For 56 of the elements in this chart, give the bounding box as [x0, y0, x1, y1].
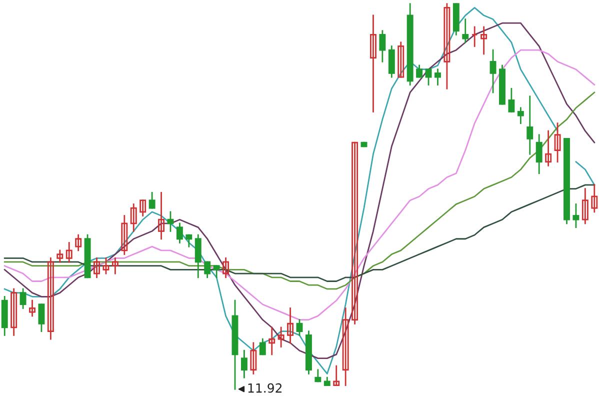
candlestick [158, 192, 164, 240]
candlestick [213, 265, 220, 278]
candlestick [582, 188, 588, 224]
candlestick [526, 96, 534, 155]
candlestick [462, 18, 469, 44]
candlestick [38, 304, 45, 332]
candlestick [536, 134, 542, 174]
candlestick [130, 204, 137, 232]
candlestick [591, 184, 598, 213]
candlestick [268, 326, 276, 356]
candlestick [287, 308, 294, 344]
candlestick [75, 234, 82, 252]
candlestick [352, 142, 358, 324]
candlestick [176, 222, 183, 244]
candlestick [102, 257, 110, 274]
candlestick [444, 3, 450, 90]
candlestick [434, 68, 441, 86]
candlestick [47, 257, 54, 340]
candlestick [333, 365, 340, 386]
candlestick [545, 130, 552, 166]
candlestick [508, 88, 515, 112]
candlestick [186, 234, 192, 248]
candlestick [370, 14, 376, 112]
candlestick [296, 319, 303, 336]
candlestick [121, 215, 128, 255]
candlestick [10, 288, 18, 336]
candlestick [342, 308, 349, 386]
candlestick [398, 42, 404, 78]
candlestick [194, 234, 202, 278]
candlestick [517, 107, 524, 124]
candlestick [140, 200, 146, 216]
candlestick [94, 257, 100, 278]
candlestick [56, 250, 64, 263]
candlestick [471, 26, 478, 47]
candlestick [425, 68, 432, 86]
candlestick [222, 257, 230, 278]
candlestick [29, 300, 36, 317]
candlestick [314, 369, 322, 382]
candlestick [167, 211, 174, 232]
candlestick [66, 242, 72, 263]
candlestick [250, 342, 257, 374]
candlestick [416, 64, 423, 78]
candlestick [112, 257, 118, 274]
candlestick [572, 204, 580, 228]
candlestick [554, 122, 561, 163]
candlestick [278, 326, 284, 348]
candlestick [379, 30, 386, 62]
candlestick [240, 350, 248, 378]
candlestick [259, 338, 266, 356]
candlestick [388, 46, 395, 78]
annotation: 11.92 [248, 383, 282, 393]
candlestick [148, 192, 156, 209]
candlestick [490, 49, 496, 94]
candlestick [480, 26, 488, 55]
candlestick [204, 261, 211, 278]
candlestick [20, 288, 26, 309]
